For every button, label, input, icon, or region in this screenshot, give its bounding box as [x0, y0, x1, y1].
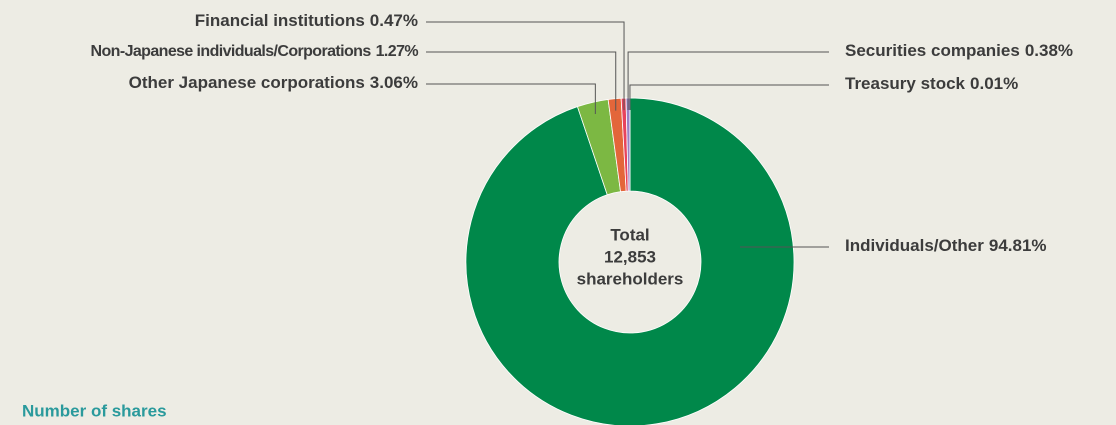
- slice-name: Financial institutions: [195, 11, 365, 30]
- slice-value: 94.81%: [989, 236, 1047, 255]
- slice-value: 3.06%: [370, 73, 418, 92]
- slice-label: Financial institutions 0.47%: [195, 11, 418, 30]
- slice-label: Securities companies 0.38%: [845, 41, 1073, 60]
- slice-name: Other Japanese corporations: [129, 73, 365, 92]
- slice-label: Other Japanese corporations 3.06%: [129, 73, 418, 92]
- slice-label: Individuals/Other 94.81%: [845, 236, 1047, 255]
- slice-value: 0.38%: [1025, 41, 1073, 60]
- slice-name: Securities companies: [845, 41, 1020, 60]
- leader-line: [426, 83, 596, 115]
- slice-name: Individuals/Other: [845, 236, 984, 255]
- footer-heading: Number of shares: [22, 401, 167, 420]
- slice-name: Non-Japanese individuals/Corporations: [91, 43, 372, 60]
- center-label: Total: [610, 225, 649, 244]
- slice-label: Treasury stock 0.01%: [845, 74, 1018, 93]
- slice-value: 1.27%: [376, 43, 419, 60]
- center-label: shareholders: [577, 269, 684, 288]
- leader-line: [426, 21, 625, 111]
- slice-label: Non-Japanese individuals/Corporations 1.2…: [91, 43, 419, 60]
- leader-line: [627, 51, 829, 111]
- leader-line: [629, 84, 829, 110]
- slice-value: 0.47%: [370, 11, 418, 30]
- donut: [465, 97, 795, 425]
- slice-name: Treasury stock: [845, 74, 966, 93]
- leader-line: [426, 51, 617, 111]
- donut-segment: [465, 97, 795, 425]
- center-label: 12,853: [604, 247, 656, 266]
- slice-value: 0.01%: [970, 74, 1018, 93]
